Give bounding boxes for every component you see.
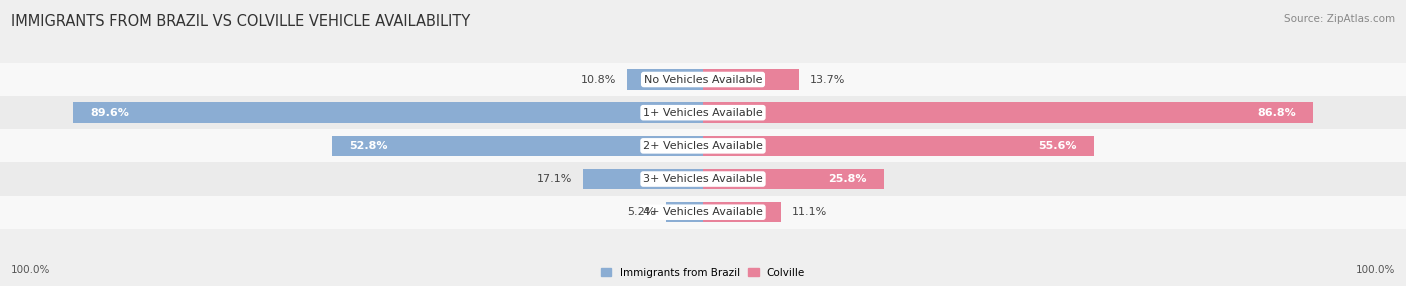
Text: IMMIGRANTS FROM BRAZIL VS COLVILLE VEHICLE AVAILABILITY: IMMIGRANTS FROM BRAZIL VS COLVILLE VEHIC…: [11, 14, 471, 29]
Bar: [703, 169, 884, 189]
Text: 13.7%: 13.7%: [810, 75, 845, 84]
Text: 100.0%: 100.0%: [1355, 265, 1395, 275]
Text: 17.1%: 17.1%: [537, 174, 572, 184]
Text: 3+ Vehicles Available: 3+ Vehicles Available: [643, 174, 763, 184]
Bar: [0, 129, 1406, 162]
Text: 11.1%: 11.1%: [792, 207, 827, 217]
Text: 25.8%: 25.8%: [828, 174, 866, 184]
Text: 4+ Vehicles Available: 4+ Vehicles Available: [643, 207, 763, 217]
Bar: [73, 102, 703, 123]
Text: 100.0%: 100.0%: [11, 265, 51, 275]
Bar: [0, 96, 1406, 129]
Text: 52.8%: 52.8%: [350, 141, 388, 151]
Text: 89.6%: 89.6%: [91, 108, 129, 118]
Bar: [0, 162, 1406, 196]
Bar: [703, 69, 799, 90]
Text: 86.8%: 86.8%: [1257, 108, 1296, 118]
Bar: [666, 202, 703, 223]
Text: No Vehicles Available: No Vehicles Available: [644, 75, 762, 84]
Text: 55.6%: 55.6%: [1038, 141, 1077, 151]
Bar: [627, 69, 703, 90]
Legend: Immigrants from Brazil, Colville: Immigrants from Brazil, Colville: [600, 268, 806, 278]
Bar: [703, 202, 782, 223]
Text: 10.8%: 10.8%: [581, 75, 616, 84]
Text: 1+ Vehicles Available: 1+ Vehicles Available: [643, 108, 763, 118]
Bar: [703, 136, 1094, 156]
Bar: [703, 102, 1313, 123]
Text: 5.2%: 5.2%: [627, 207, 655, 217]
Bar: [0, 196, 1406, 229]
Bar: [0, 63, 1406, 96]
Text: Source: ZipAtlas.com: Source: ZipAtlas.com: [1284, 14, 1395, 24]
Bar: [332, 136, 703, 156]
Bar: [583, 169, 703, 189]
Text: 2+ Vehicles Available: 2+ Vehicles Available: [643, 141, 763, 151]
